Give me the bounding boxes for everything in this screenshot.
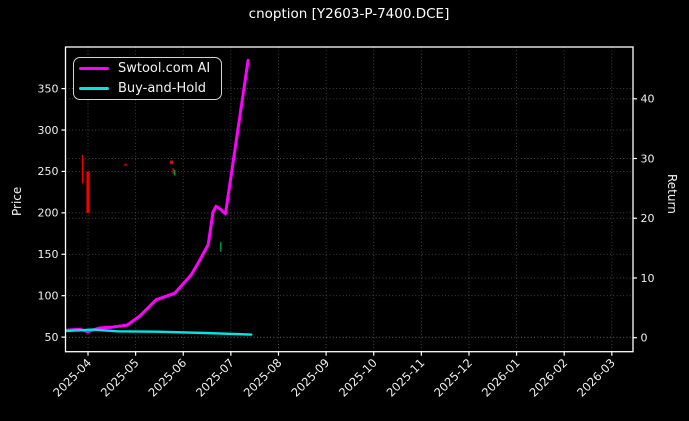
- buy-and-hold-line: [65, 328, 253, 336]
- return-tick-label: 10: [641, 272, 655, 285]
- price-tick-label: 50: [45, 331, 59, 344]
- month-tick-label: 2025-06: [145, 356, 189, 400]
- month-tick-label: 2025-12: [431, 356, 475, 400]
- legend-item-hold: Buy-and-Hold: [79, 79, 221, 99]
- trade-markers: [81, 154, 222, 252]
- month-tick-label: 2025-05: [98, 356, 142, 400]
- price-tick-label: 100: [38, 289, 59, 302]
- month-tick-label: 2026-02: [526, 356, 570, 400]
- ai-strategy-line: [65, 58, 250, 334]
- month-tick-label: 2025-08: [241, 356, 285, 400]
- y-axis-label-return: Return: [665, 174, 679, 214]
- return-tick-label: 0: [641, 332, 648, 345]
- month-tick-label: 2025-04: [50, 356, 94, 400]
- price-tick-label: 200: [38, 207, 59, 220]
- price-tick-label: 150: [38, 248, 59, 261]
- plot-border: [64, 46, 634, 353]
- price-tick-label: 250: [38, 165, 59, 178]
- price-tick-label: 350: [38, 82, 59, 95]
- legend-label-hold: Buy-and-Hold: [118, 80, 207, 96]
- chart-title: cnoption [Y2603-P-7400.DCE]: [248, 6, 450, 22]
- return-tick-label: 20: [641, 212, 655, 225]
- series-lines: [65, 58, 253, 336]
- month-tick-label: 2025-09: [288, 356, 332, 400]
- legend-item-ai: Swtool.com AI: [79, 59, 221, 79]
- hold-line-swatch: [79, 86, 109, 91]
- legend-label-ai: Swtool.com AI: [118, 60, 211, 76]
- month-tick-label: 2025-11: [384, 356, 428, 400]
- price-tick-label: 300: [38, 124, 59, 137]
- signal-dot: [124, 163, 127, 167]
- y-axis-label-price: Price: [10, 186, 24, 216]
- ai-line-swatch: [79, 66, 109, 71]
- return-tick-label: 40: [641, 93, 655, 106]
- month-tick-label: 2026-03: [574, 356, 618, 400]
- return-tick-label: 30: [641, 152, 655, 165]
- legend: Swtool.com AI Buy-and-Hold: [73, 57, 222, 100]
- month-tick-label: 2025-10: [336, 356, 380, 400]
- signal-dot: [169, 160, 174, 165]
- month-tick-label: 2025-07: [193, 356, 237, 400]
- month-tick-label: 2026-01: [479, 356, 523, 400]
